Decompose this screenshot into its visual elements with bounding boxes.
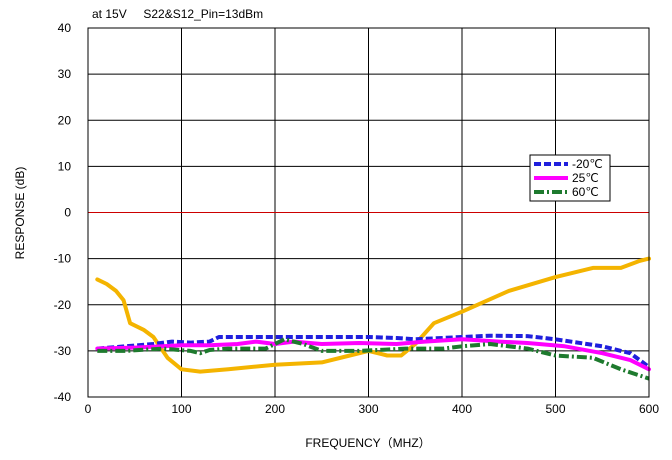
y-tick-label: -20 [54, 298, 72, 312]
y-tick-label: 10 [58, 159, 72, 173]
y-tick-label: 20 [58, 113, 72, 127]
chart-annotation: at 15V S22&S12_Pin=13dBm [92, 7, 263, 21]
series-line-0 [97, 333, 651, 369]
legend-label: -20℃ [572, 157, 603, 171]
series-layer [95, 256, 651, 381]
x-tick-label: 200 [265, 402, 285, 416]
plot-area-frame [87, 27, 650, 398]
legend-label: 25℃ [572, 171, 599, 185]
y-tick-label: 40 [58, 21, 72, 35]
x-tick-label: 100 [171, 402, 191, 416]
x-tick-label: 400 [452, 402, 472, 416]
x-tick-label: 500 [545, 402, 565, 416]
x-tick-label: 300 [358, 402, 378, 416]
legend-label: 60℃ [572, 185, 599, 199]
x-tick-label: 600 [639, 402, 659, 416]
y-tick-label: -40 [54, 390, 72, 404]
legend: -20℃25℃60℃ [529, 154, 611, 202]
y-axis-title: RESPONSE (dB) [13, 167, 27, 260]
tick-labels: 0 100 200 300 400 500 600 -40 -30 -20 -10 0 10 20 30 40 [54, 21, 660, 416]
x-tick-label: 0 [85, 402, 92, 416]
y-tick-label: 30 [58, 67, 72, 81]
series-line-unlabeled-3 [95, 256, 651, 374]
x-axis-title: FREQUENCY（MHZ） [305, 436, 430, 450]
y-tick-label: -10 [54, 252, 72, 266]
series-line-2 [97, 337, 650, 381]
y-tick-label: 0 [64, 206, 71, 220]
series-line-1 [95, 337, 651, 372]
y-tick-label: -30 [54, 344, 72, 358]
